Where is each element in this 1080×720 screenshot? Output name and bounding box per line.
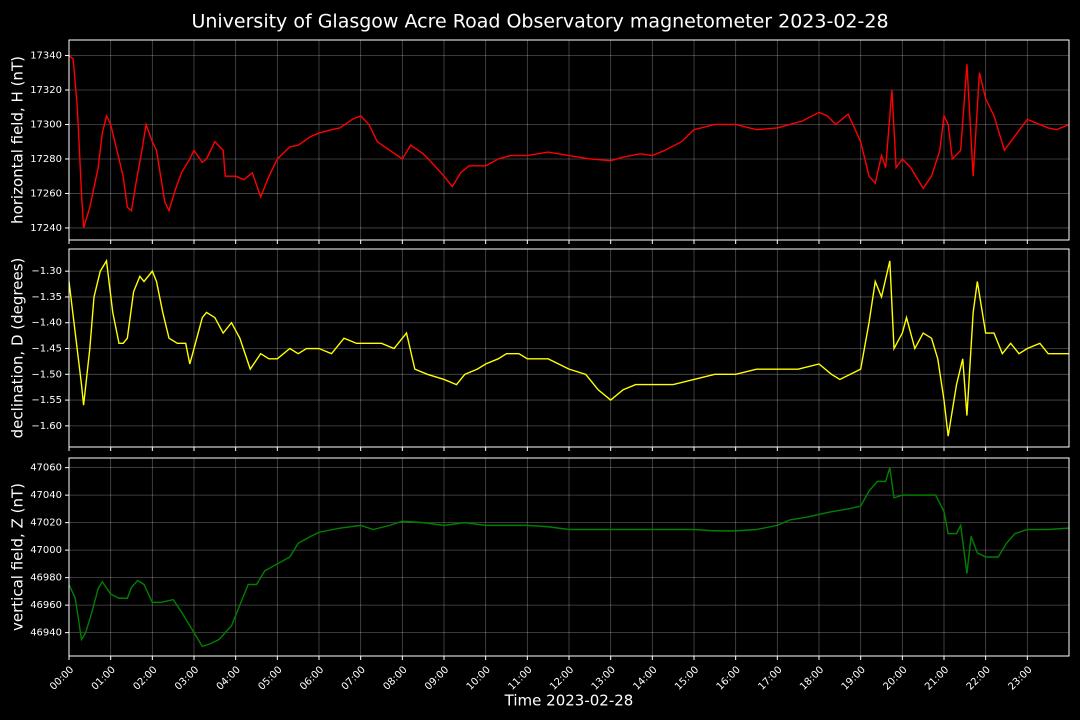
figure-title: University of Glasgow Acre Road Observat… [191, 11, 888, 33]
y-tick-label: 47060 [30, 463, 62, 474]
y-tick-label: −1.55 [31, 395, 62, 406]
data-line [69, 54, 1069, 229]
y-tick-label: 17300 [30, 119, 62, 130]
y-tick-label: 47040 [30, 490, 62, 501]
axes-frame [68, 248, 1070, 448]
y-tick-label: 46940 [30, 628, 62, 639]
y-tick-label: −1.45 [31, 344, 62, 355]
y-tick-label: 47020 [30, 518, 62, 529]
y-tick-label: 17320 [30, 85, 62, 96]
y-tick-label: 46960 [30, 600, 62, 611]
axes-frame [68, 457, 1070, 657]
y-axis-label: horizontal field, H (nT) [9, 56, 27, 224]
y-tick-label: −1.30 [31, 266, 62, 277]
y-axis-label: vertical field, Z (nT) [9, 483, 27, 631]
y-tick-label: −1.40 [31, 318, 62, 329]
y-tick-label: −1.50 [31, 369, 62, 380]
y-tick-label: 17260 [30, 188, 62, 199]
y-tick-label: −1.60 [31, 421, 62, 432]
axes-frame [68, 39, 1070, 241]
y-tick-label: 47000 [30, 545, 62, 556]
y-tick-label: −1.35 [31, 292, 62, 303]
y-tick-label: 46980 [30, 573, 62, 584]
y-tick-label: 17240 [30, 223, 62, 234]
y-tick-label: 17340 [30, 51, 62, 62]
data-line [69, 258, 1069, 437]
y-axis-label: declination, D (degrees) [9, 258, 27, 439]
y-tick-label: 17280 [30, 154, 62, 165]
x-axis-label: Time 2023-02-28 [504, 692, 634, 710]
data-line [69, 467, 1069, 648]
